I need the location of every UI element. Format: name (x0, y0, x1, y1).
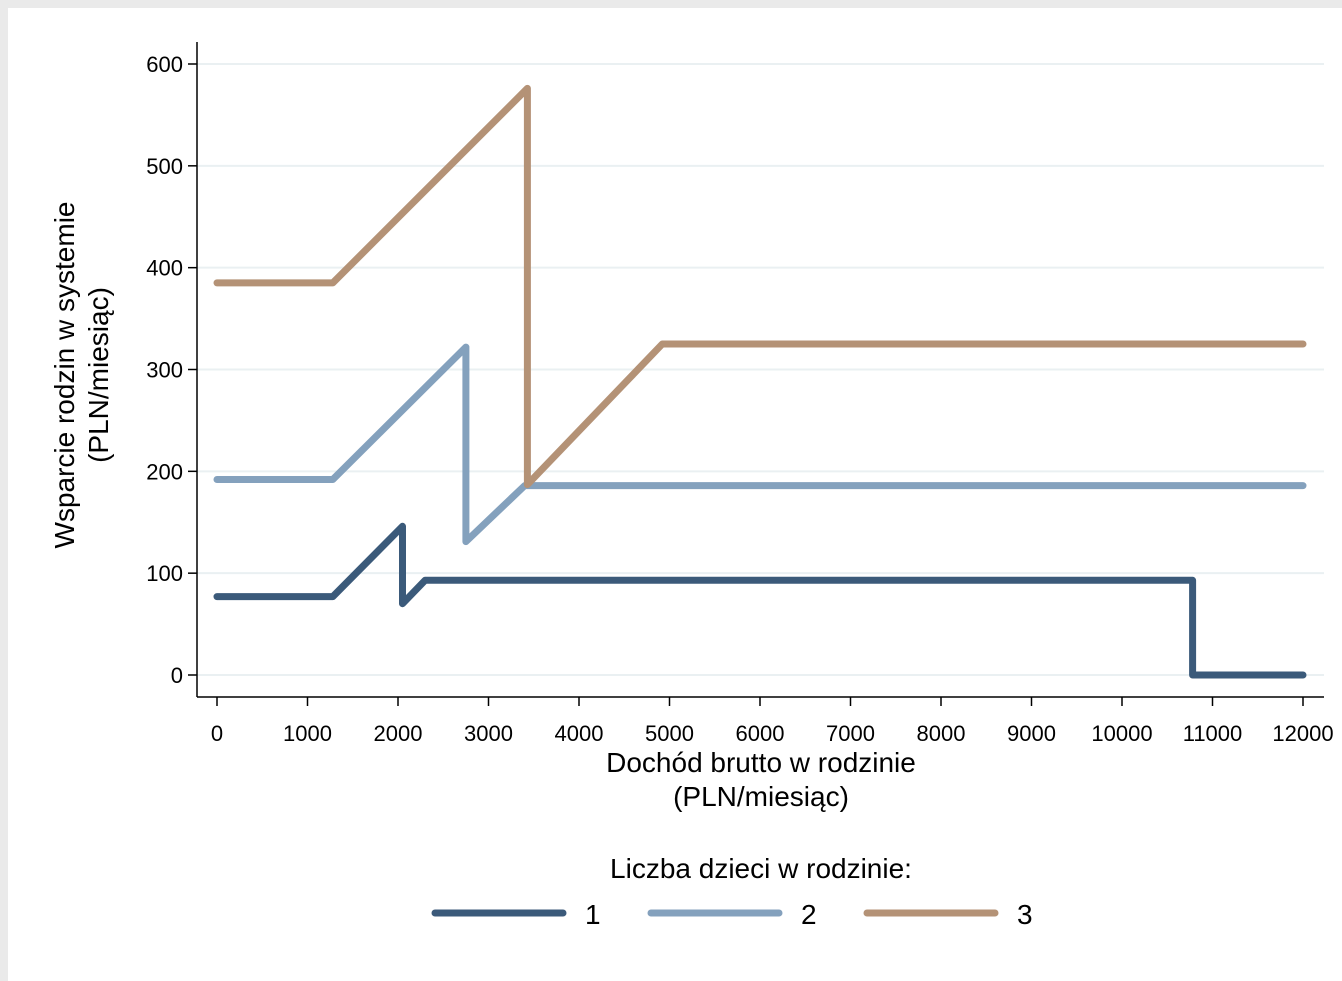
x-tick-label-2000: 2000 (374, 721, 423, 746)
legend-title: Liczba dzieci w rodzinie: (610, 853, 912, 884)
x-tick-label-1000: 1000 (283, 721, 332, 746)
x-tick-label-0: 0 (211, 721, 223, 746)
y-axis-title-line1: Wsparcie rodzin w systemie (49, 202, 80, 549)
x-tick-label-6000: 6000 (736, 721, 785, 746)
series-line-2 (213, 343, 1307, 546)
y-axis-title-line2: (PLN/miesiąc) (83, 287, 114, 463)
x-tick-label-4000: 4000 (555, 721, 604, 746)
x-tick-label-9000: 9000 (1007, 721, 1056, 746)
legend-label-2: 2 (801, 899, 817, 930)
x-tick-label-7000: 7000 (826, 721, 875, 746)
x-tick-label-3000: 3000 (464, 721, 513, 746)
x-axis-title-line1: Dochód brutto w rodzinie (606, 747, 916, 778)
y-tick-label-0: 0 (171, 663, 183, 688)
x-tick-label-8000: 8000 (917, 721, 966, 746)
line-chart: 0 100 200 300 400 500 600 0 1000 2000 3000 4000 500… (49, 42, 1334, 930)
x-tick-label-5000: 5000 (645, 721, 694, 746)
x-tick-label-11000: 11000 (1183, 721, 1243, 746)
y-tick-label-300: 300 (146, 358, 183, 383)
series-line-3 (213, 84, 1307, 489)
chart-frame: 0 100 200 300 400 500 600 0 1000 2000 3000 4000 500… (8, 8, 1342, 981)
x-tick-label-10000: 10000 (1091, 721, 1152, 746)
x-tick-label-12000: 12000 (1272, 721, 1333, 746)
y-axis-ticks: 0 100 200 300 400 500 600 (146, 52, 197, 688)
x-axis-title-line2: (PLN/miesiąc) (673, 781, 849, 812)
series-line-1 (213, 522, 1307, 679)
y-tick-label-100: 100 (146, 561, 183, 586)
legend: 1 2 3 (431, 899, 1033, 930)
legend-label-3: 3 (1017, 899, 1033, 930)
y-tick-label-500: 500 (146, 154, 183, 179)
x-axis-ticks: 0 1000 2000 3000 4000 5000 6000 7000 8000 9000 100… (211, 697, 1334, 746)
series-lines (213, 84, 1307, 679)
legend-label-1: 1 (585, 899, 601, 930)
y-tick-label-600: 600 (146, 52, 183, 77)
gridlines (197, 63, 1324, 676)
y-tick-label-400: 400 (146, 256, 183, 281)
y-tick-label-200: 200 (146, 459, 183, 484)
